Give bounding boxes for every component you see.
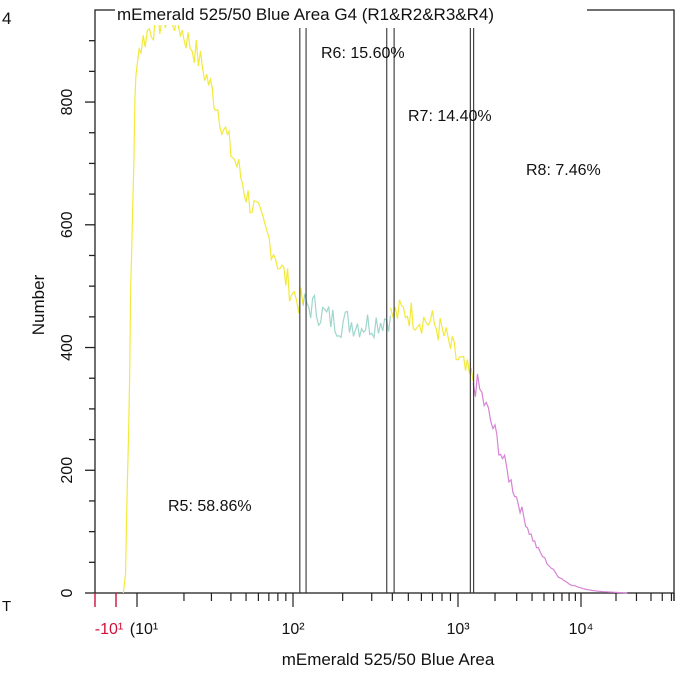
series-line bbox=[302, 293, 392, 340]
region-label-r6: R6: 15.60% bbox=[321, 45, 405, 62]
region-label-r7: R7: 14.40% bbox=[408, 108, 492, 125]
region-label-r5: R5: 58.86% bbox=[168, 498, 252, 515]
x-tick-label: -10¹ bbox=[95, 621, 123, 638]
y-tick-label: 600 bbox=[59, 211, 76, 238]
x-tick-label: 10² bbox=[281, 621, 305, 638]
y-axis-label: Number bbox=[29, 274, 48, 335]
region-gates bbox=[299, 28, 475, 593]
series-line bbox=[389, 299, 474, 382]
y-tick-label: 0 bbox=[59, 588, 76, 597]
region-label-r8: R8: 7.46% bbox=[526, 162, 601, 179]
histogram-series bbox=[122, 5, 628, 594]
series-line bbox=[472, 373, 628, 594]
title-backdrop bbox=[115, 3, 587, 25]
y-axis: 0 200 400 600 800 bbox=[59, 40, 95, 597]
panel-marker: 4 bbox=[2, 9, 11, 28]
region-labels: R5: 58.86% R6: 15.60% R7: 14.40% R8: 7.46% bbox=[168, 45, 601, 515]
x-tick-label: 10³ bbox=[446, 621, 470, 638]
chart-title: mEmerald 525/50 Blue Area G4 (R1&R2&R3&R… bbox=[117, 5, 494, 24]
x-axis-label: mEmerald 525/50 Blue Area bbox=[282, 650, 495, 669]
y-tick-label: 400 bbox=[59, 334, 76, 361]
x-tick-label: 10⁴ bbox=[569, 621, 594, 638]
y-tick-label: 200 bbox=[59, 457, 76, 484]
y-tick-label: 800 bbox=[59, 89, 76, 116]
x-tick-label: (10¹ bbox=[130, 621, 158, 638]
series-line bbox=[122, 5, 304, 594]
corner-mark: T bbox=[2, 598, 11, 615]
x-axis: -10¹ (10¹ 10² 10³ 10⁴ bbox=[94, 593, 675, 638]
